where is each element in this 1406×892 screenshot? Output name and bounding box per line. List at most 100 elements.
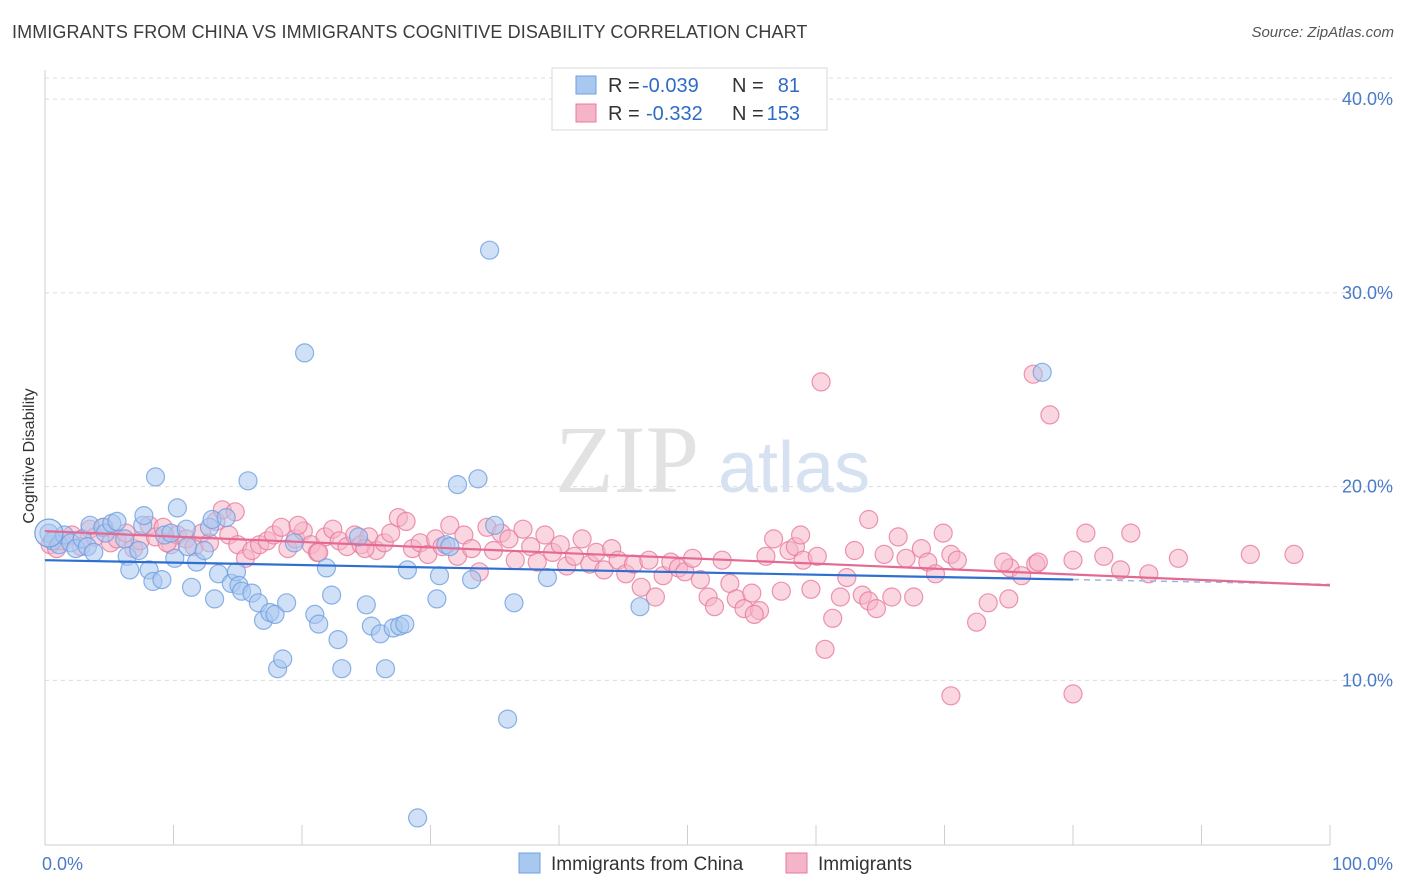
y-tick-label-40: 40.0% (1342, 89, 1393, 109)
y-axis-label: Cognitive Disability (21, 388, 38, 523)
china-point (238, 471, 258, 491)
immigrants-point (704, 597, 725, 617)
china-point (408, 808, 428, 828)
immigrants-point (811, 372, 831, 392)
x-tick-label-start: 0.0% (42, 854, 83, 874)
immigrants-point (505, 550, 525, 570)
china-point (630, 597, 650, 617)
immigrants-point (837, 567, 857, 588)
source-label: Source: ZipAtlas.com (1251, 24, 1394, 41)
legend-swatch-immigrants (575, 103, 597, 123)
immigrants-point (440, 515, 460, 535)
legend-r-value-immigrants: -0.332 (646, 103, 703, 125)
axes (44, 70, 1331, 846)
immigrants-point (631, 577, 651, 597)
china-point (176, 519, 196, 539)
china-point (356, 595, 376, 615)
china-point (328, 629, 348, 650)
china-point (447, 475, 468, 495)
immigrants-point (513, 519, 533, 539)
immigrants-point (1168, 548, 1189, 568)
x-tick-labels: 0.0% 100.0% (42, 854, 1393, 874)
china-point (277, 593, 297, 613)
legend-r-value-china: -0.039 (642, 75, 699, 97)
immigrants-point (742, 583, 762, 603)
legend-n-value-china: 81 (778, 75, 800, 97)
immigrants-point (790, 525, 811, 545)
bottom-legend-label-immigrants: Immigrants (818, 854, 912, 875)
china-point (265, 604, 285, 625)
china-point (332, 659, 352, 679)
immigrants-point (1240, 544, 1260, 565)
immigrants-point (830, 587, 851, 607)
china-point (152, 569, 172, 590)
china-point (498, 709, 518, 729)
immigrants-point (396, 511, 416, 532)
immigrants-point (866, 598, 887, 619)
china-point (440, 536, 460, 557)
y-tick-label-30: 30.0% (1342, 283, 1393, 303)
bottom-legend-swatch-china (518, 852, 541, 874)
immigrants-point (815, 639, 835, 659)
immigrants-point (966, 612, 987, 632)
trend-lines (44, 530, 1331, 587)
watermark: ZIP atlas (555, 406, 870, 513)
immigrants-point (564, 546, 585, 566)
bottom-legend-label-china: Immigrants from China (551, 854, 744, 875)
chart-title: IMMIGRANTS FROM CHINA VS IMMIGRANTS COGN… (12, 22, 808, 42)
legend-n-label-china: N = (732, 75, 764, 97)
china-point (537, 567, 558, 588)
legend: R = -0.039 N = 81 R = -0.332 N = 153 (551, 67, 828, 131)
immigrants-point (763, 529, 784, 549)
immigrants-point (1094, 546, 1114, 566)
immigrants-point (978, 593, 998, 613)
immigrants-point (771, 581, 791, 601)
trend-line-immigrants (44, 530, 1331, 587)
immigrants-point (874, 544, 894, 565)
legend-n-value-immigrants: 153 (767, 103, 800, 125)
legend-r-label-immigrants: R = (608, 103, 640, 125)
china-point (462, 569, 482, 590)
china-point (1032, 362, 1052, 382)
immigrants-point (999, 589, 1019, 609)
immigrants-point (801, 579, 821, 599)
immigrants-point (823, 608, 843, 628)
immigrants-point (499, 529, 519, 549)
china-point (397, 560, 417, 580)
immigrants-point (859, 509, 879, 530)
china-point (395, 614, 415, 634)
immigrants-point (904, 587, 924, 607)
immigrants-point (381, 523, 401, 543)
immigrants-point (1284, 544, 1304, 565)
watermark-atlas: atlas (718, 428, 870, 508)
china-point (194, 540, 214, 561)
immigrants-point (1110, 560, 1131, 580)
immigrants-point (645, 587, 666, 607)
immigrants-point (1028, 552, 1048, 572)
watermark-zip: ZIP (555, 406, 699, 513)
immigrants-point (1040, 405, 1060, 425)
china-point (216, 507, 236, 528)
china-point (427, 589, 447, 609)
immigrants-point (288, 515, 308, 535)
china-point (273, 649, 293, 669)
immigrants-point (933, 523, 953, 543)
immigrants-point (888, 527, 908, 547)
china-point (322, 585, 342, 605)
immigrants-point (844, 540, 865, 561)
china-point (468, 469, 488, 489)
china-point-large (34, 518, 64, 548)
china-point (316, 558, 336, 578)
y-tick-label-10: 10.0% (1342, 670, 1393, 690)
china-point (205, 589, 225, 609)
immigrants-point (1063, 684, 1083, 704)
immigrants-point (947, 550, 967, 570)
x-tick-label-end: 100.0% (1332, 854, 1393, 874)
y-tick-label-20: 20.0% (1342, 477, 1393, 497)
china-point (485, 515, 505, 535)
immigrants-point (1076, 523, 1096, 543)
legend-swatch-china (575, 75, 597, 95)
immigrants-point (535, 525, 555, 545)
legend-frame (551, 67, 828, 131)
immigrants-point (882, 587, 902, 607)
